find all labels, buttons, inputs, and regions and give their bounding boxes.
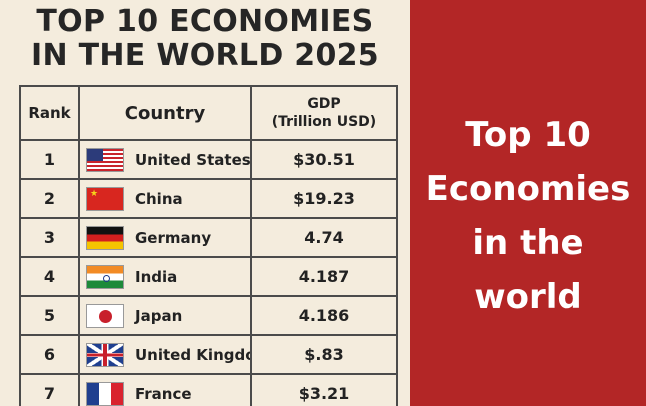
title-banner: Top 10 Economies in the world (410, 0, 646, 406)
banner-line-3: in the (472, 223, 584, 263)
germany-flag-icon (86, 225, 124, 250)
header-gdp-line-1: GDP (307, 96, 341, 112)
country-cell: India (78, 256, 252, 297)
gdp-cell: $.83 (250, 334, 398, 375)
banner-line-1: Top 10 (465, 115, 591, 155)
table-row: 2 China $19.23 (19, 178, 398, 219)
rank-cell: 4 (19, 256, 80, 297)
gdp-cell: 4.74 (250, 217, 398, 258)
table-header-row: Rank Country GDP (Trillion USD) (19, 85, 398, 141)
headline-line-1: TOP 10 ECONOMIES (36, 4, 374, 39)
china-flag-icon (86, 186, 124, 211)
headline-line-2: IN THE WORLD 2025 (31, 38, 379, 73)
banner-line-2: Economies (425, 169, 631, 209)
france-flag-icon (86, 381, 124, 406)
gdp-cell: $30.51 (250, 139, 398, 180)
gdp-cell: 4.187 (250, 256, 398, 297)
table-row: 1 United States $30.51 (19, 139, 398, 180)
header-gdp-line-2: (Trillion USD) (271, 114, 377, 130)
gdp-cell: $19.23 (250, 178, 398, 219)
gdp-cell: $3.21 (250, 373, 398, 406)
country-name: China (135, 189, 183, 208)
header-rank: Rank (19, 85, 80, 141)
rank-cell: 1 (19, 139, 80, 180)
country-cell: United States (78, 139, 252, 180)
country-cell: United Kingdom (78, 334, 252, 375)
country-name: India (135, 267, 178, 286)
country-name: Japan (135, 306, 183, 325)
banner-title: Top 10 Economies in the world (410, 108, 646, 324)
country-cell: France (78, 373, 252, 406)
country-name: France (135, 384, 192, 403)
table-row: 7 France $3.21 (19, 373, 398, 406)
rank-cell: 3 (19, 217, 80, 258)
gdp-cell: 4.186 (250, 295, 398, 336)
rank-cell: 6 (19, 334, 80, 375)
table-row: 5 Japan 4.186 (19, 295, 398, 336)
country-name: United States (135, 150, 251, 169)
us-flag-icon (86, 147, 124, 172)
uk-flag-icon (86, 342, 124, 367)
india-flag-icon (86, 264, 124, 289)
country-name: Germany (135, 228, 212, 247)
country-cell: Japan (78, 295, 252, 336)
header-gdp: GDP (Trillion USD) (250, 85, 398, 141)
rank-cell: 7 (19, 373, 80, 406)
table-row: 4 India 4.187 (19, 256, 398, 297)
table-row: 6 United Kingdom $.83 (19, 334, 398, 375)
country-name: United Kingdom (135, 345, 249, 364)
rank-cell: 5 (19, 295, 80, 336)
economies-table: Rank Country GDP (Trillion USD) 1 United… (19, 85, 398, 406)
japan-flag-icon (86, 303, 124, 328)
banner-line-4: world (474, 277, 582, 317)
country-cell: Germany (78, 217, 252, 258)
rank-cell: 2 (19, 178, 80, 219)
infographic-panel: TOP 10 ECONOMIES IN THE WORLD 2025 Rank … (0, 0, 410, 406)
country-cell: China (78, 178, 252, 219)
table-row: 3 Germany 4.74 (19, 217, 398, 258)
header-country: Country (78, 85, 252, 141)
